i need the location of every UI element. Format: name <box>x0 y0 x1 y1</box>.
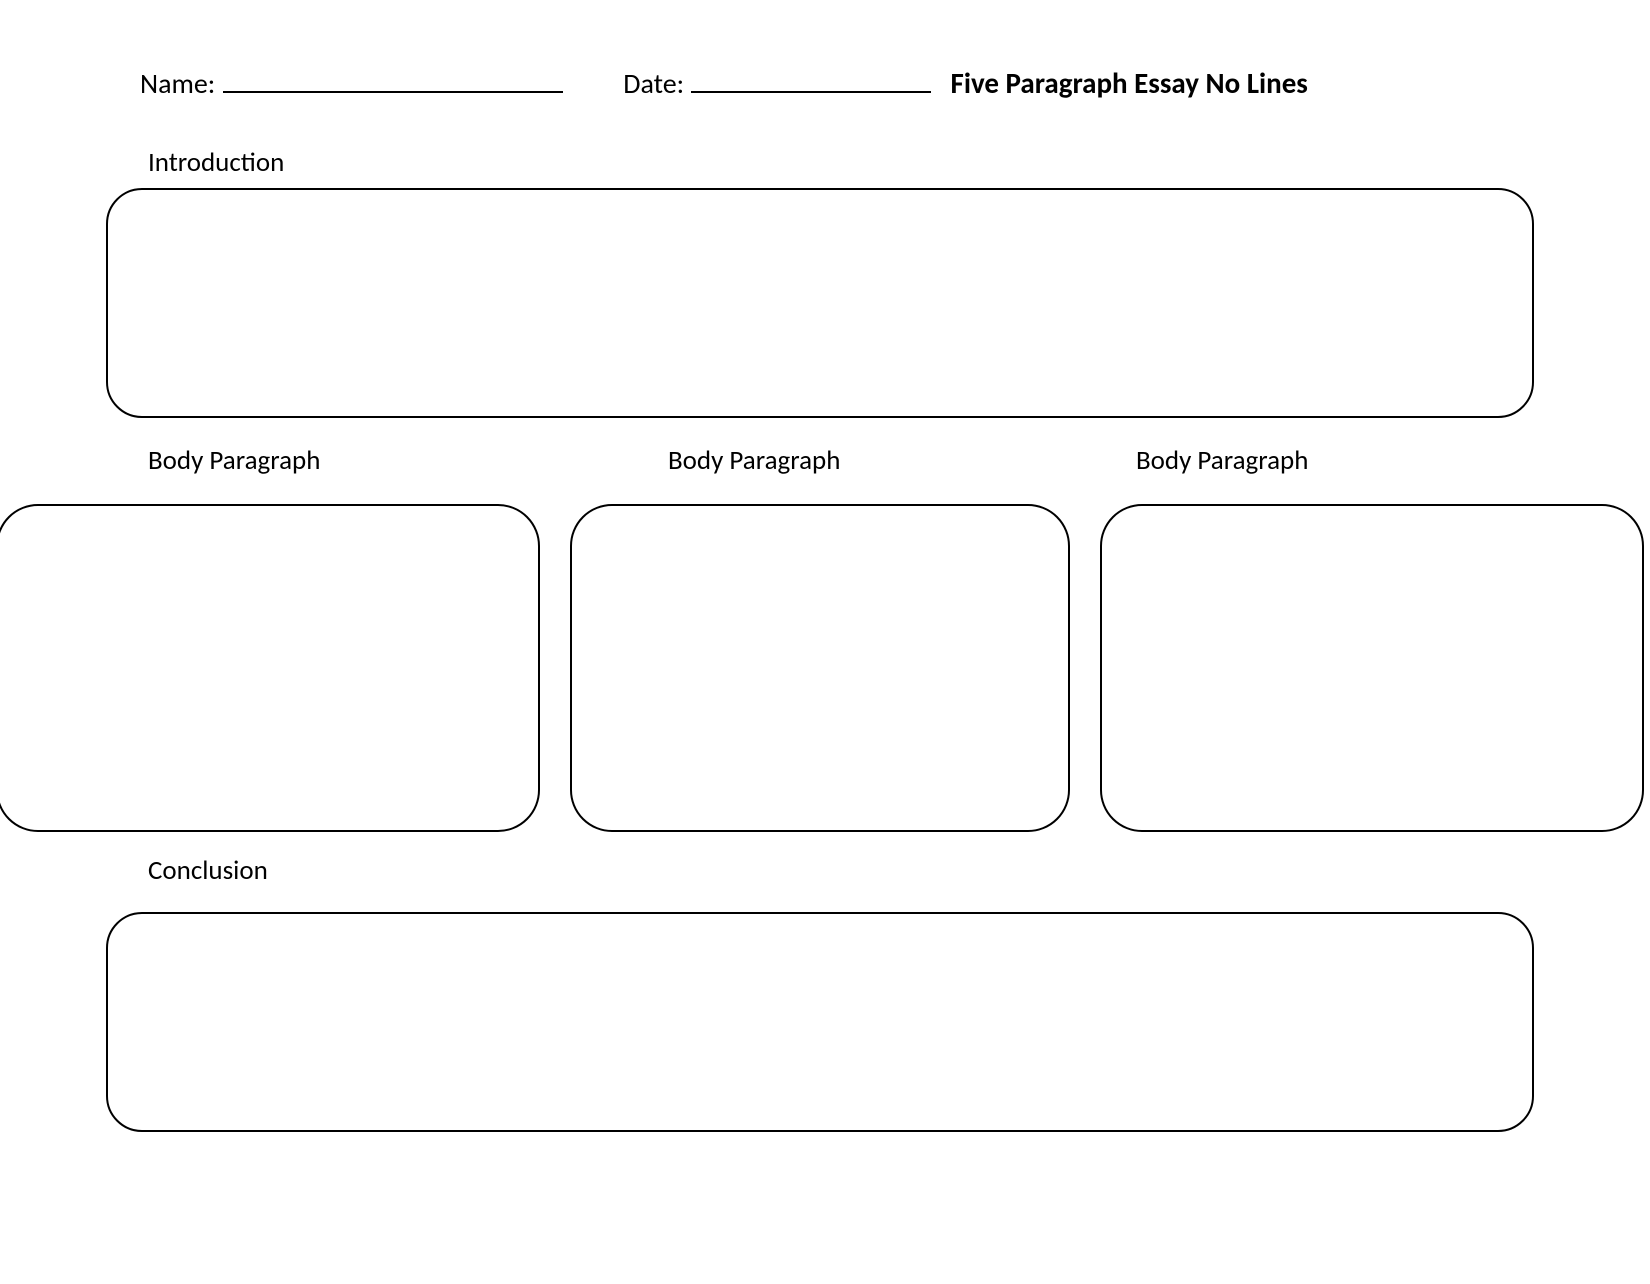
name-label: Name: <box>140 66 215 101</box>
date-label: Date: <box>623 66 684 101</box>
worksheet-header: Name: Date: Five Paragraph Essay No Line… <box>140 62 1520 101</box>
introduction-box[interactable] <box>106 188 1534 418</box>
conclusion-label: Conclusion <box>148 854 268 887</box>
worksheet-title: Five Paragraph Essay No Lines <box>951 65 1308 101</box>
body-paragraph-box-3[interactable] <box>1100 504 1644 832</box>
body-paragraph-label-3: Body Paragraph <box>1136 444 1308 477</box>
body-paragraph-label-1: Body Paragraph <box>148 444 320 477</box>
body-paragraph-box-2[interactable] <box>570 504 1070 832</box>
body-paragraph-label-2: Body Paragraph <box>668 444 840 477</box>
name-input-line[interactable] <box>223 62 563 93</box>
conclusion-box[interactable] <box>106 912 1534 1132</box>
body-paragraph-box-1[interactable] <box>0 504 540 832</box>
introduction-label: Introduction <box>148 146 284 179</box>
date-input-line[interactable] <box>691 62 931 93</box>
body-paragraph-row <box>0 504 1650 832</box>
